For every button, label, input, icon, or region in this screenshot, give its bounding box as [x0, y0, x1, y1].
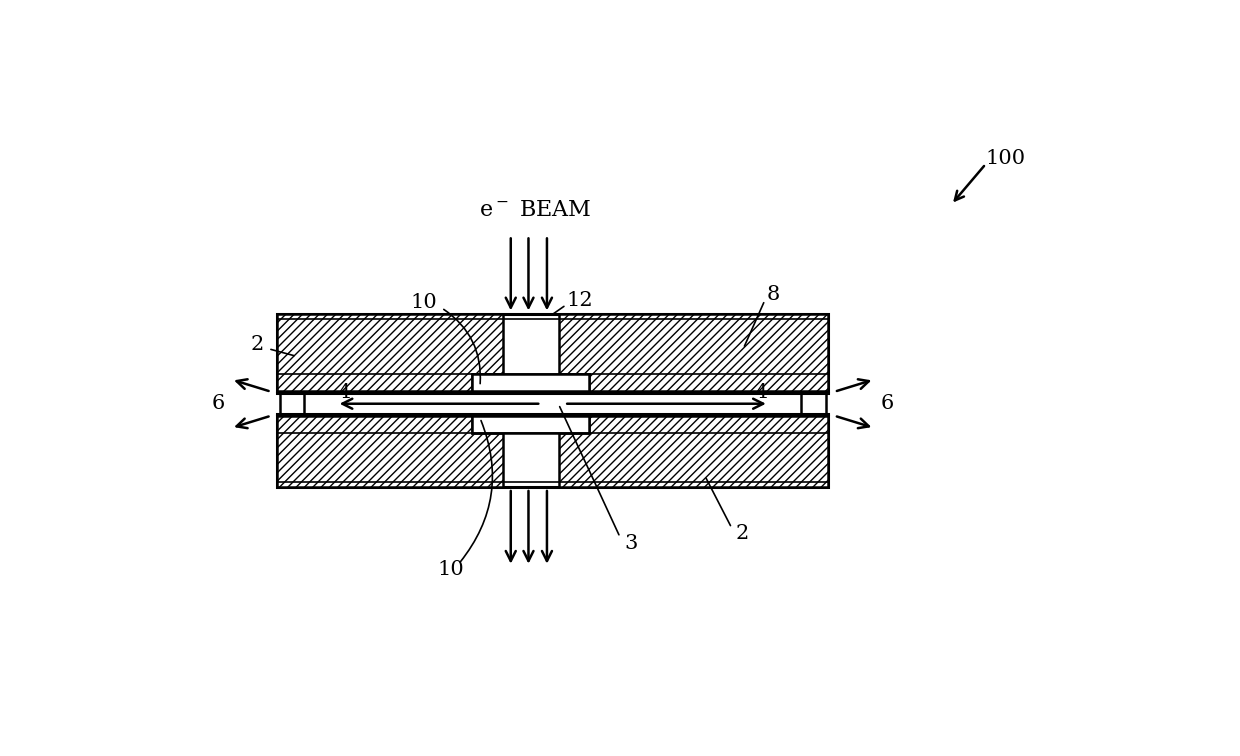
Bar: [278, 416, 828, 488]
Bar: [472, 374, 589, 391]
Polygon shape: [278, 314, 503, 391]
Bar: [278, 314, 828, 391]
Text: 10: 10: [438, 560, 464, 579]
Text: 100: 100: [986, 149, 1025, 168]
Text: 12: 12: [567, 290, 593, 310]
Text: 6: 6: [880, 394, 894, 414]
Bar: [472, 416, 589, 432]
Polygon shape: [558, 314, 828, 391]
Polygon shape: [558, 416, 828, 488]
Bar: [801, 393, 826, 414]
Text: 6: 6: [212, 394, 226, 414]
Text: 3: 3: [624, 534, 637, 553]
Text: 2: 2: [735, 524, 749, 543]
Text: e$^-$ BEAM: e$^-$ BEAM: [479, 199, 591, 221]
Polygon shape: [278, 416, 503, 488]
Text: 10: 10: [410, 293, 438, 312]
Text: 2: 2: [250, 336, 264, 355]
Text: 4: 4: [754, 383, 768, 402]
Text: 4: 4: [337, 383, 351, 402]
Bar: [280, 393, 304, 414]
Text: 8: 8: [766, 285, 780, 304]
